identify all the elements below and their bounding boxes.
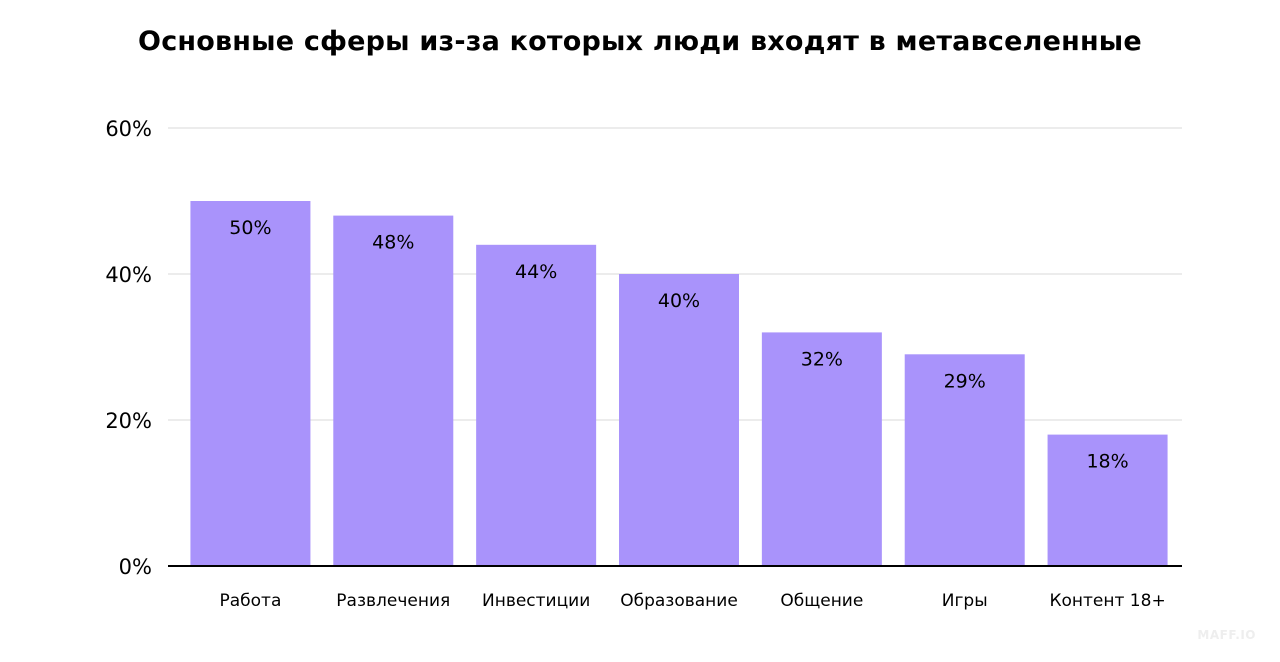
bar [619, 274, 739, 566]
y-tick-label: 40% [105, 263, 152, 287]
data-label: 40% [658, 290, 700, 312]
data-label: 48% [372, 232, 414, 254]
y-tick-label: 0% [119, 555, 152, 579]
x-tick-label: Игры [942, 591, 988, 611]
data-label: 18% [1086, 451, 1128, 473]
y-tick-label: 60% [105, 117, 152, 141]
data-label: 29% [944, 370, 986, 392]
x-tick-label: Развлечения [336, 591, 450, 611]
data-label: 44% [515, 261, 557, 283]
watermark: MAFF.IO [1197, 628, 1256, 642]
data-label: 32% [801, 348, 843, 370]
x-tick-label: Общение [780, 591, 863, 611]
bar [761, 332, 882, 566]
x-tick-label: Контент 18+ [1049, 591, 1165, 611]
x-tick-label: Образование [620, 591, 738, 611]
data-label: 50% [229, 217, 271, 239]
y-tick-label: 20% [105, 409, 152, 433]
bar [333, 215, 454, 566]
bar [1047, 434, 1168, 566]
x-tick-label: Инвестиции [482, 591, 590, 611]
bar [476, 244, 597, 567]
chart-title: Основные сферы из-за которых люди входят… [138, 26, 1142, 57]
bar [190, 201, 311, 566]
x-tick-label: Работа [219, 591, 281, 611]
bar [904, 354, 1025, 566]
